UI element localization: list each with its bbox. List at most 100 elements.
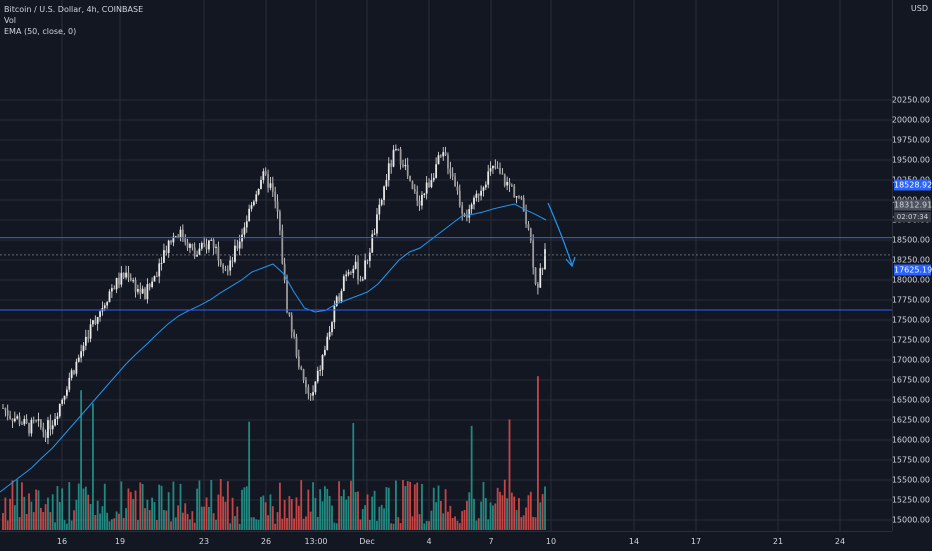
volume-bar <box>141 484 144 530</box>
volume-indicator-label[interactable]: Vol <box>4 16 16 25</box>
candle-body <box>250 205 253 209</box>
volume-bar <box>385 487 388 530</box>
chart-pane[interactable]: Bitcoin / U.S. Dollar, 4h, COINBASE Vol … <box>0 0 892 531</box>
candle-body <box>73 370 75 374</box>
volume-bar <box>208 506 210 530</box>
volume-bar <box>473 498 475 530</box>
volume-bar <box>449 505 452 530</box>
volume-bar <box>293 518 296 530</box>
volume-bar <box>267 515 269 530</box>
volume-bar <box>51 494 54 530</box>
candle-body <box>37 419 40 421</box>
candle-body <box>305 380 307 388</box>
volume-bar <box>463 509 466 530</box>
volume-bar <box>58 502 61 530</box>
candle-body <box>158 263 161 277</box>
price-tick-label: 16750.00 <box>891 375 930 385</box>
volume-bar <box>361 509 364 530</box>
candle-body <box>335 296 338 307</box>
volume-bar <box>421 483 423 530</box>
candle-body <box>279 211 281 231</box>
candle-body <box>30 419 33 434</box>
volume-bar <box>264 502 267 530</box>
volume-bar <box>210 479 213 530</box>
candle-body <box>307 387 310 394</box>
volume-bar <box>373 490 376 530</box>
volume-bar <box>413 484 416 530</box>
ema-indicator-label[interactable]: EMA (50, close, 0) <box>4 27 77 36</box>
volume-bar <box>248 421 251 530</box>
candle-body <box>378 204 381 215</box>
volume-bar <box>338 481 340 530</box>
time-tick-label: Dec <box>359 537 375 546</box>
candle-body <box>13 418 16 422</box>
candle-body <box>496 167 499 169</box>
candle-body <box>163 250 165 263</box>
volume-bar <box>110 519 113 530</box>
volume-bar <box>279 482 281 530</box>
volume-bar <box>66 523 68 530</box>
volume-bar <box>390 523 393 530</box>
candle-body <box>281 230 284 264</box>
price-chart[interactable] <box>0 0 892 531</box>
candle-body <box>160 262 163 264</box>
candle-body <box>383 186 385 200</box>
volume-bar <box>87 494 90 530</box>
price-tick-label: 15000.00 <box>891 515 930 525</box>
time-axis[interactable]: 16 19 23 26 13:00 Dec 4 7 10 14 17 21 24 <box>0 531 892 551</box>
volume-bar <box>148 510 151 530</box>
price-tick-label: 17000.00 <box>891 355 930 365</box>
candle-body <box>245 221 248 228</box>
volume-bar <box>326 488 329 530</box>
candle-body <box>66 389 68 396</box>
volume-bar <box>439 500 442 530</box>
volume-bar <box>394 480 397 530</box>
price-axis[interactable]: USD 15000.00 15250.00 15500.00 15750.00 1600… <box>892 0 932 531</box>
volume-bar <box>39 507 42 530</box>
time-tick-label: 7 <box>488 537 494 546</box>
candle-body <box>238 241 241 249</box>
volume-bar <box>129 492 132 530</box>
volume-bar <box>492 505 494 530</box>
candle-body <box>179 229 182 238</box>
volume-bar <box>515 510 518 530</box>
volume-bar <box>437 485 440 530</box>
volume-bar <box>120 481 123 530</box>
volume-bar <box>30 501 33 530</box>
volume-bar <box>383 508 385 530</box>
candle-body <box>184 238 187 243</box>
volume-bar <box>96 500 99 530</box>
volume-bar <box>99 513 101 530</box>
candle-body <box>288 312 291 316</box>
volume-bar <box>352 423 355 530</box>
volume-bar <box>70 520 73 530</box>
volume-bar <box>260 496 262 530</box>
candle-body <box>364 260 367 280</box>
candle-body <box>148 284 151 287</box>
candle-body <box>21 423 23 425</box>
candle-body <box>354 261 357 269</box>
candle-body <box>271 183 274 192</box>
volume-bar <box>18 517 21 530</box>
volume-bar <box>380 504 383 530</box>
volume-bar <box>529 491 532 530</box>
volume-bar <box>179 483 182 530</box>
volume-bar <box>217 494 220 530</box>
candle-body <box>323 349 326 356</box>
candle-body <box>529 228 532 241</box>
volume-bar <box>501 495 504 530</box>
volume-bar <box>49 512 52 530</box>
volume-bar <box>451 517 454 530</box>
candle-body <box>316 370 319 382</box>
volume-bar <box>376 520 378 530</box>
candle-body <box>520 197 523 199</box>
volume-bar <box>132 498 135 530</box>
symbol-title[interactable]: Bitcoin / U.S. Dollar, 4h, COINBASE <box>4 5 144 14</box>
candle-body <box>4 408 7 411</box>
volume-bar <box>115 511 118 530</box>
candle-body <box>82 345 85 352</box>
candle-body <box>418 200 421 206</box>
volume-bar <box>468 492 471 530</box>
candle-body <box>359 279 362 281</box>
candle-body <box>309 393 312 396</box>
